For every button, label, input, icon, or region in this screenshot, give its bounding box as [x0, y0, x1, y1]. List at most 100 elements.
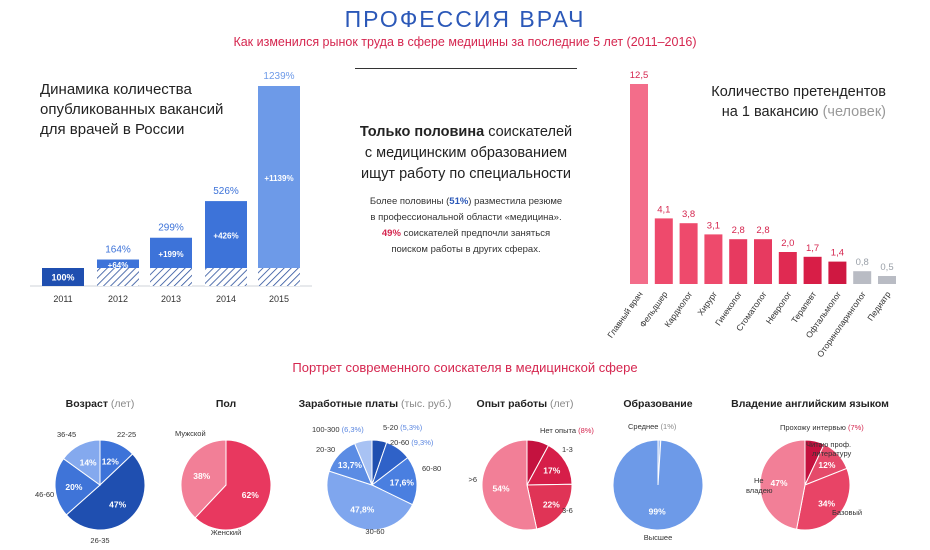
candidates-bar: [778, 252, 797, 284]
pie-category-percent: (8%): [576, 426, 594, 435]
candidates-chart-title: Количество претендентов на 1 вакансию (ч…: [700, 82, 886, 122]
pie-title-salary: Заработные платы (тыс. руб.): [298, 398, 452, 410]
pie-category-label: 3-6: [562, 506, 573, 515]
pie-category-label: владею: [746, 486, 773, 495]
pie-slice-label: 62%: [242, 490, 259, 500]
candidates-category-label: Оториноларинголог: [815, 289, 868, 359]
pie-slice-label: 12%: [818, 460, 835, 470]
vacancy-bar-base: [258, 268, 300, 286]
pie-category-label: 22-25: [117, 430, 136, 439]
pie-slice-label: 47%: [771, 478, 788, 488]
candidates-value-label: 1,4: [831, 248, 844, 259]
candidates-value-label: 12,5: [630, 70, 649, 81]
vacancies-chart-title: Динамика количества опубликованных вакан…: [40, 80, 240, 140]
candidates-value-label: 2,8: [756, 225, 769, 236]
candidates-unit: (человек): [822, 104, 886, 120]
page-subtitle: Как изменился рынок труда в сфере медици…: [233, 35, 697, 49]
pie-slice-label: 47,8%: [350, 505, 375, 515]
pie-category-label: литературу: [812, 449, 852, 458]
pie-slice: [353, 439, 373, 486]
pie-category-percent: (9,3%): [409, 438, 434, 447]
vacancy-value-label: 100%: [51, 273, 74, 283]
pie-category-label: Мужской: [175, 429, 206, 438]
pie-slice: [194, 439, 272, 531]
pie-slice: [62, 439, 101, 486]
pie-title-experience: Опыт работы (лет): [476, 398, 574, 410]
pie-category-label: Читаю проф.: [806, 440, 851, 449]
pie-slice-label: 13,7%: [338, 460, 363, 470]
pie-title-gender: Пол: [215, 398, 237, 410]
pie-slice: [481, 439, 538, 531]
note-text: в профессиональной области «медицина».: [370, 212, 562, 223]
vacancy-value-label: 299%: [158, 223, 184, 234]
candidates-value-label: 0,8: [856, 257, 869, 268]
candidates-value-label: 0,5: [880, 262, 893, 273]
vacancies-title-line: опубликованных вакансий: [40, 101, 224, 118]
pie-category-name: Среднее: [628, 422, 658, 431]
pie-slice-label: 14%: [80, 457, 97, 467]
candidates-category-label: Хирург: [695, 289, 719, 317]
vacancy-value-label: 526%: [213, 186, 239, 197]
note-text: ) разместила резюме: [468, 196, 563, 207]
pie-category-label: 26-35: [90, 536, 109, 545]
candidates-bar: [803, 256, 822, 284]
vacancy-value-label: 164%: [105, 245, 131, 256]
candidates-title-line: Количество претендентов: [711, 84, 886, 100]
candidates-bar: [828, 261, 847, 284]
pie-category-label: 60-80: [422, 464, 441, 473]
pie-slice-label: 20%: [65, 482, 82, 492]
pie-slice: [326, 470, 414, 531]
vacancy-bar-base: [150, 268, 192, 286]
pie-slice: [54, 457, 101, 516]
pie-category-label: 100-300 (6,3%): [312, 425, 364, 434]
pie-slice-label: 99%: [649, 507, 666, 517]
candidates-bar: [630, 84, 648, 284]
candidates-value-label: 4,1: [657, 204, 670, 215]
vacancy-bar-base: [205, 268, 247, 286]
note-highlight: 49%: [381, 228, 401, 239]
pie-category-name: Нет опыта: [540, 426, 577, 435]
pie-title-english: Владение английским языком: [731, 398, 889, 410]
pie-category-label: Базовый: [832, 508, 862, 517]
pie-slice: [612, 439, 704, 531]
pie-title-age: Возраст (лет): [65, 398, 135, 410]
vacancy-growth-label: +64%: [108, 261, 129, 270]
vacancy-growth-label: +1139%: [264, 174, 293, 183]
candidates-value-label: 3,1: [707, 220, 720, 231]
vacancy-bar: [42, 268, 84, 286]
pie-category-name: 100-300: [312, 425, 340, 434]
summary-note: Более половины (51%) разместила резюме в…: [352, 194, 580, 258]
pie-category-percent: (7%): [846, 423, 864, 432]
pie-category-label: 36-45: [57, 430, 76, 439]
candidates-category-label: Педиатр: [865, 289, 893, 322]
candidates-bar: [754, 239, 772, 284]
pie-category-label: 5-20 (5,3%): [383, 423, 423, 432]
pie-category-label: 20-60 (9,3%): [390, 438, 434, 447]
summary-text: с медицинским образованием: [364, 145, 568, 161]
pie-category-label: 46-60: [35, 490, 54, 499]
pie-slice-label: 47%: [109, 500, 126, 510]
pie-category-label: Прохожу интервью (7%): [780, 423, 864, 432]
pie-category-label: Не: [754, 476, 764, 485]
pie-slice-label: 17,6%: [390, 477, 415, 487]
pie-category-label: Среднее (1%): [628, 422, 677, 431]
summary-text: ищут работу по специальности: [360, 166, 572, 182]
candidates-bar: [679, 223, 698, 284]
page-title: ПРОФЕССИЯ ВРАЧ: [344, 6, 586, 32]
candidates-bar: [704, 234, 723, 284]
pie-slice-label: 22%: [543, 500, 560, 510]
portrait-title: Портрет современного соискателя в медици…: [292, 360, 638, 375]
vacancy-year-label: 2015: [269, 294, 289, 304]
divider-line: [355, 68, 577, 69]
candidates-bar: [853, 271, 872, 284]
vacancy-bar-base: [97, 268, 139, 286]
pie-slice: [526, 483, 573, 530]
candidates-bar: [654, 218, 673, 284]
vacancy-growth-label: +199%: [158, 250, 183, 259]
pie-slice: [65, 453, 146, 531]
vacancy-year-label: 2014: [216, 294, 236, 304]
note-text: Более половины (: [369, 196, 450, 207]
pie-category-label: Женский: [211, 528, 242, 537]
candidates-bar: [878, 276, 896, 284]
pie-slice: [759, 439, 806, 530]
